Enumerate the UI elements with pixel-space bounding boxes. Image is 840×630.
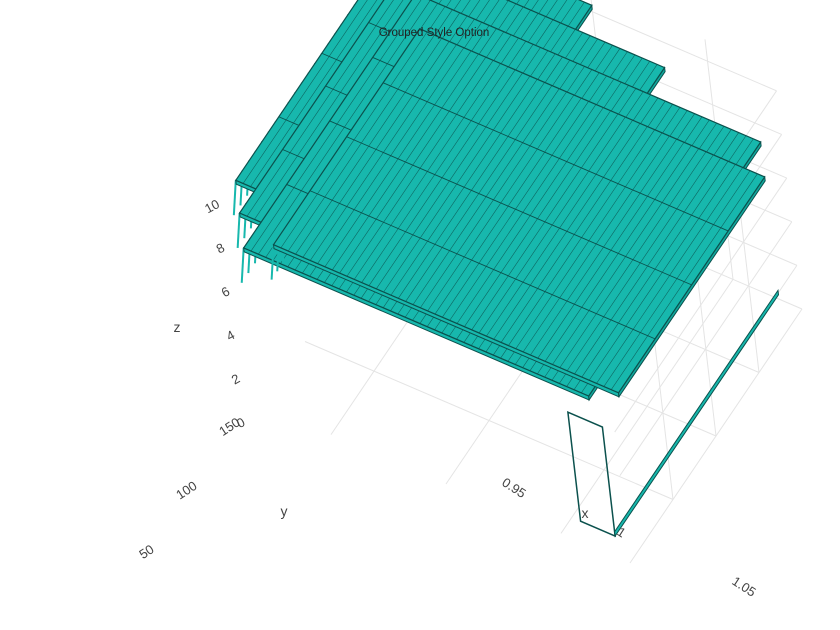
- side-grid-z: [629, 308, 803, 564]
- bar-rib: [232, 180, 237, 216]
- chart-title: Grouped Style Option: [379, 27, 490, 39]
- floor-grid-y: [304, 341, 674, 500]
- y-tick-label: 50: [136, 541, 156, 561]
- bar-rib: [240, 247, 245, 283]
- x-tick-label: 1.05: [729, 573, 758, 599]
- z-tick-label: 6: [219, 283, 232, 300]
- bar-layer-4: [270, 28, 766, 399]
- bars-layer: [232, 0, 780, 538]
- side-grid-z: [619, 221, 793, 477]
- x-axis-title: x: [582, 505, 589, 521]
- back-grid-z: [563, 0, 777, 92]
- z-tick-label: 2: [229, 371, 242, 388]
- z-tick-label: 8: [214, 240, 227, 257]
- bar-outline: [567, 411, 616, 538]
- bar-outline-group: [567, 289, 780, 538]
- bar-division: [383, 82, 729, 232]
- y-axis-title: y: [281, 503, 288, 519]
- z-tick-label: 4: [224, 327, 237, 344]
- bar-division: [309, 190, 656, 340]
- x-tick-label: 1: [614, 524, 628, 541]
- bar-outline-base: [614, 289, 780, 538]
- bar-division: [346, 136, 692, 286]
- bar-rib: [236, 212, 241, 248]
- z-tick-label: 10: [202, 196, 222, 216]
- x-tick-label: 0.95: [499, 475, 528, 501]
- y-tick-label: 100: [173, 478, 199, 502]
- z-axis-title: z: [174, 319, 181, 335]
- side-grid-z: [614, 177, 788, 433]
- bar-rib: [270, 244, 275, 280]
